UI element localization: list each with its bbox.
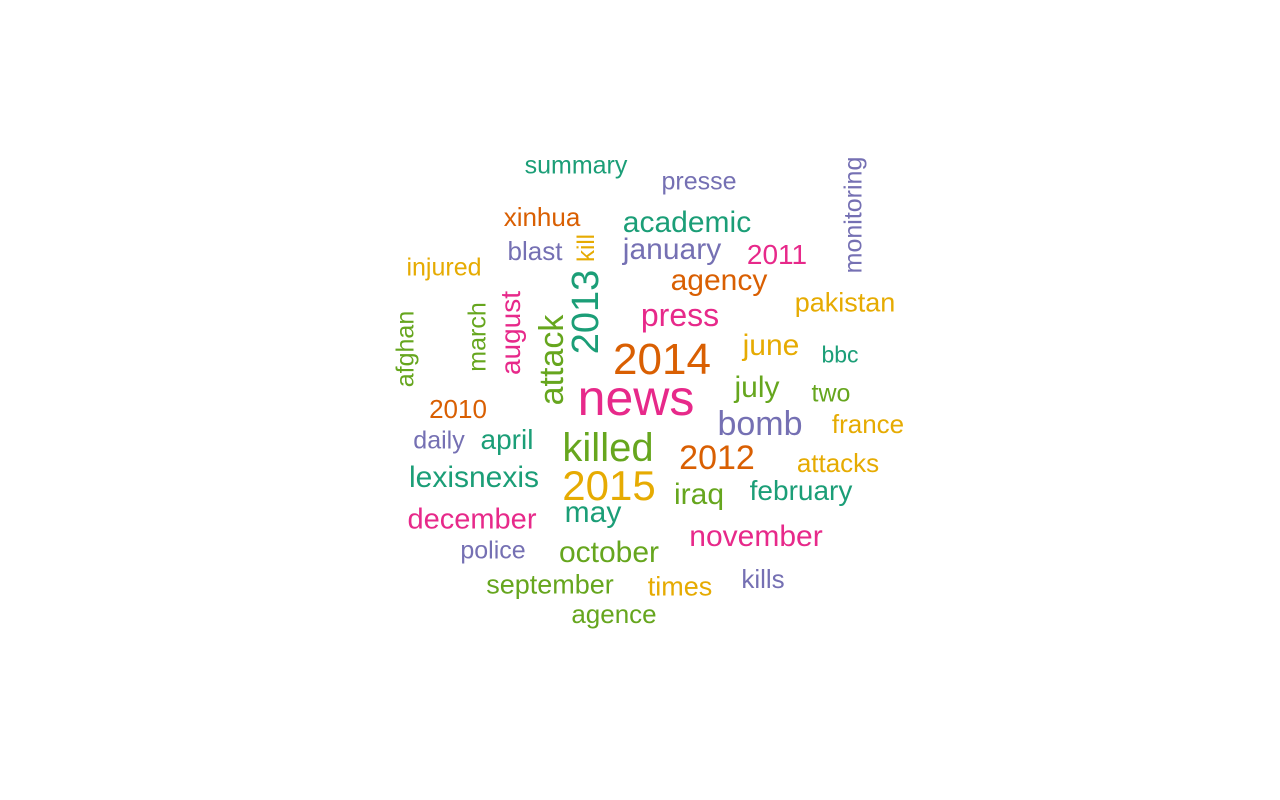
word-september: september — [486, 569, 614, 600]
word-2012: 2012 — [679, 439, 755, 477]
word-france: france — [831, 409, 905, 439]
word-police: police — [460, 536, 526, 565]
word-lexisnexis: lexisnexis — [408, 461, 540, 494]
word-bomb: bomb — [717, 405, 803, 443]
word-kill: kill — [573, 234, 600, 262]
word-presse: presse — [661, 167, 737, 196]
word-march: march — [463, 302, 492, 372]
word-blast: blast — [507, 236, 563, 266]
word-october: october — [558, 536, 660, 569]
word-2015: 2015 — [562, 462, 656, 509]
word-injured: injured — [406, 253, 482, 282]
word-bbc: bbc — [821, 341, 859, 368]
word-xinhua: xinhua — [503, 202, 581, 232]
word-iraq: iraq — [673, 478, 725, 511]
word-january: january — [622, 233, 722, 266]
word-academic: academic — [622, 206, 752, 239]
word-may: may — [564, 496, 622, 529]
word-summary: summary — [524, 151, 628, 180]
word-december: december — [407, 503, 537, 536]
word-times: times — [647, 571, 713, 602]
word-july: july — [734, 371, 780, 404]
word-agence: agence — [571, 599, 657, 629]
word-monitoring: monitoring — [839, 156, 868, 274]
word-2013: 2013 — [565, 269, 607, 355]
word-june: june — [742, 329, 800, 362]
word-august: august — [495, 290, 526, 376]
word-two: two — [811, 379, 851, 408]
word-attack: attack — [533, 314, 571, 406]
word-pakistan: pakistan — [794, 287, 896, 318]
word-agency: agency — [670, 264, 768, 297]
word-daily: daily — [413, 426, 465, 455]
word-news: news — [577, 370, 695, 426]
word-april: april — [480, 424, 534, 455]
word-kills: kills — [741, 564, 785, 594]
word-2010: 2010 — [429, 394, 487, 424]
word-february: february — [749, 475, 853, 506]
word-afghan: afghan — [391, 310, 420, 388]
word-press: press — [640, 297, 720, 333]
word-november: november — [689, 520, 823, 553]
word-2011: 2011 — [746, 239, 808, 270]
word-2014: 2014 — [613, 335, 711, 384]
word-attacks: attacks — [796, 448, 880, 478]
word-killed: killed — [562, 426, 654, 470]
